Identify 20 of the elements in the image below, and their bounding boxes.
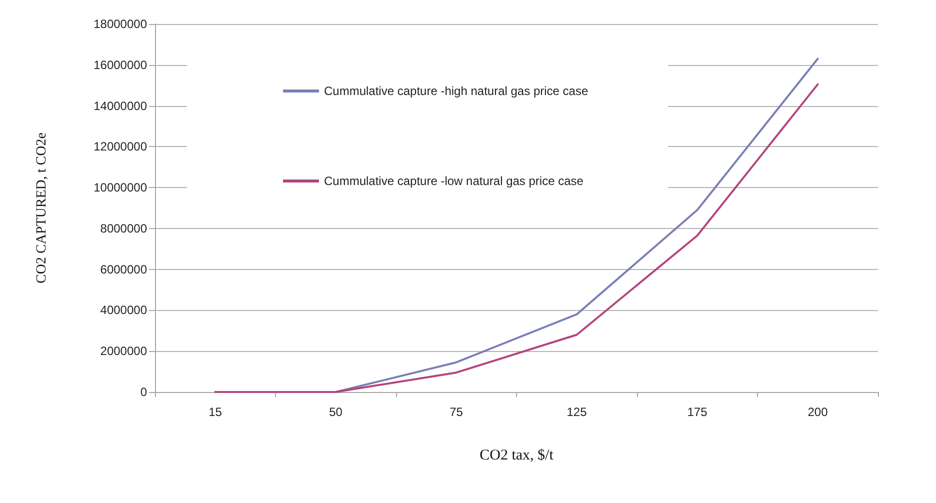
x-tick-label: 50 <box>329 405 343 419</box>
x-tick-label: 175 <box>687 405 708 419</box>
x-tick-label: 200 <box>808 405 828 419</box>
y-tick-label: 12000000 <box>94 140 148 154</box>
legend-label: Cummulative capture -low natural gas price case <box>324 174 584 188</box>
y-axis-title: CO2 CAPTURED, t CO2e <box>34 132 50 284</box>
y-tick-label: 6000000 <box>100 262 148 276</box>
legend-label: Cummulative capture -high natural gas price case <box>324 84 588 98</box>
y-tick-label: 16000000 <box>94 58 148 72</box>
y-tick-label: 8000000 <box>100 221 148 236</box>
x-tick-label: 75 <box>450 405 464 419</box>
y-tick-label: 2000000 <box>100 344 148 358</box>
y-tick-label: 0 <box>140 385 148 399</box>
y-tick-label: 4000000 <box>100 303 148 318</box>
x-tick-label: 15 <box>208 405 222 419</box>
y-tick-label: 18000000 <box>94 17 148 31</box>
y-tick-label: 10000000 <box>94 180 148 195</box>
y-tick-label: 14000000 <box>94 98 148 113</box>
x-axis-title: CO2 tax, $/t <box>480 448 554 464</box>
x-tick-label: 125 <box>566 405 588 419</box>
